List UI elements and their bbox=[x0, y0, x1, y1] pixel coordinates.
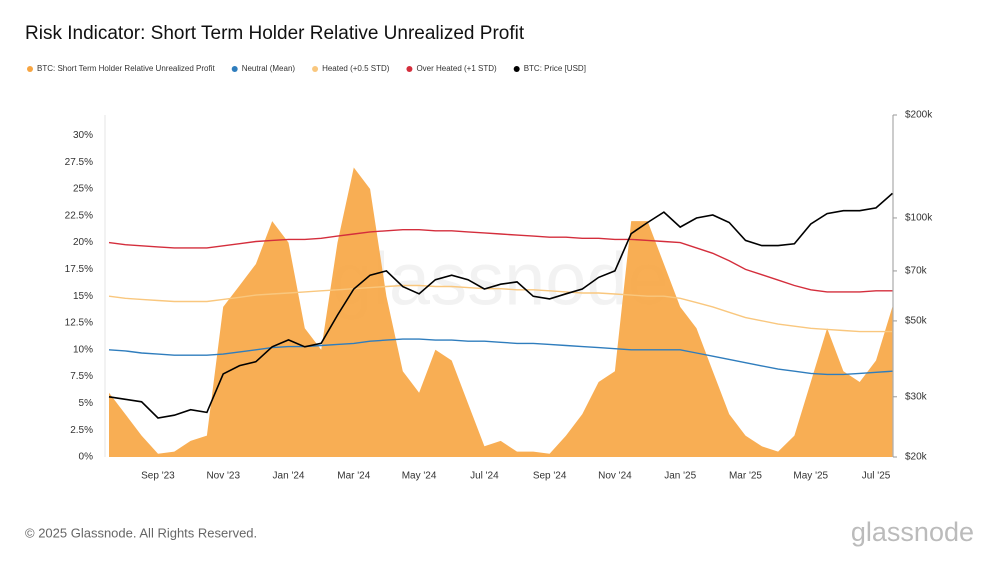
chart-title: Risk Indicator: Short Term Holder Relati… bbox=[25, 23, 525, 44]
x-tick-label: May '25 bbox=[793, 471, 828, 482]
y2-tick-label: $20k bbox=[905, 452, 928, 463]
y-tick-label: 27.5% bbox=[65, 157, 93, 168]
legend-label: Heated (+0.5 STD) bbox=[322, 64, 390, 73]
legend-marker bbox=[231, 66, 238, 72]
y2-tick-label: $70k bbox=[905, 266, 928, 277]
y-tick-label: 0% bbox=[79, 452, 94, 463]
line bbox=[108, 284, 893, 333]
y-tick-label: 15% bbox=[73, 291, 93, 302]
line bbox=[108, 229, 893, 293]
y-tick-label: 5% bbox=[79, 398, 94, 409]
legend-marker bbox=[312, 66, 319, 72]
x-tick-label: Jan '25 bbox=[664, 471, 696, 482]
legend-label: BTC: Short Term Holder Relative Unrealiz… bbox=[37, 64, 215, 73]
x-tick-label: Jul '25 bbox=[862, 471, 891, 482]
y-tick-label: 7.5% bbox=[70, 371, 93, 382]
y2-tick-label: $30k bbox=[905, 391, 928, 402]
y-tick-label: 20% bbox=[73, 237, 93, 248]
y2-tick-label: $200k bbox=[905, 110, 933, 121]
y-tick-label: 30% bbox=[73, 130, 93, 141]
y-tick-label: 12.5% bbox=[65, 318, 93, 329]
legend-marker bbox=[513, 66, 520, 72]
x-tick-label: Jul '24 bbox=[470, 471, 499, 482]
logo: glassnode bbox=[851, 517, 974, 547]
x-tick-label: Jan '24 bbox=[273, 471, 305, 482]
legend-label: Neutral (Mean) bbox=[242, 64, 296, 73]
y-tick-label: 10% bbox=[73, 344, 93, 355]
legend-marker bbox=[406, 66, 413, 72]
y-tick-label: 22.5% bbox=[65, 210, 93, 221]
x-tick-label: Nov '24 bbox=[598, 471, 632, 482]
y2-tick-label: $50k bbox=[905, 316, 928, 327]
y2-tick-label: $100k bbox=[905, 213, 933, 224]
legend-label: BTC: Price [USD] bbox=[524, 64, 586, 73]
y-tick-label: 2.5% bbox=[70, 425, 93, 436]
footer: © 2025 Glassnode. All Rights Reserved. bbox=[25, 525, 257, 540]
x-tick-label: Mar '25 bbox=[729, 471, 762, 482]
x-tick-label: Sep '23 bbox=[141, 471, 175, 482]
x-tick-label: May '24 bbox=[402, 471, 437, 482]
area bbox=[109, 167, 893, 457]
x-tick-label: Mar '24 bbox=[337, 471, 370, 482]
line bbox=[108, 338, 893, 376]
legend-label: Over Heated (+1 STD) bbox=[416, 64, 497, 73]
line bbox=[108, 192, 893, 419]
legend-marker bbox=[27, 66, 33, 72]
x-tick-label: Sep '24 bbox=[533, 471, 567, 482]
y-tick-label: 25% bbox=[73, 184, 93, 195]
x-tick-label: Nov '23 bbox=[206, 471, 240, 482]
y-tick-label: 17.5% bbox=[65, 264, 93, 275]
